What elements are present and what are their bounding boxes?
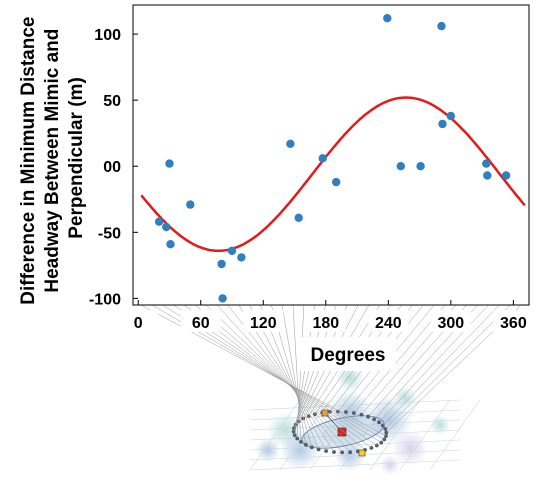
plot-area bbox=[132, 4, 530, 306]
x-tick-label: 240 bbox=[375, 315, 402, 332]
x-tick-label-background bbox=[368, 310, 409, 332]
y-axis-title-line-3: Perpendicular (m) bbox=[66, 77, 87, 239]
data-point bbox=[501, 171, 511, 180]
x-tick-label: 120 bbox=[250, 315, 277, 332]
x-tick-label: 60 bbox=[192, 315, 210, 332]
scene-grid-line bbox=[249, 409, 461, 421]
fan-line bbox=[296, 304, 305, 439]
scene-grid-line bbox=[249, 399, 301, 471]
data-point bbox=[446, 111, 455, 121]
scene-red-marker bbox=[337, 427, 347, 437]
x-tick-label-background bbox=[305, 310, 346, 332]
x-tick-label: 0 bbox=[134, 315, 143, 332]
scene-grid-line bbox=[249, 439, 461, 451]
scene-blob-9 bbox=[256, 438, 280, 462]
fit-curve bbox=[140, 96, 526, 253]
y-tick-label: 100 bbox=[94, 27, 121, 44]
x-tick-label-background bbox=[430, 310, 471, 332]
data-point bbox=[186, 200, 195, 209]
data-point bbox=[166, 240, 175, 249]
y-tick-label: 00 bbox=[103, 159, 121, 176]
fan-line bbox=[205, 304, 358, 452]
data-point bbox=[396, 162, 405, 171]
scene-grid-line bbox=[339, 399, 391, 471]
scene-blob-5 bbox=[280, 430, 320, 470]
diagram-scene-illustration bbox=[249, 364, 481, 475]
data-point bbox=[217, 259, 226, 269]
fan-line bbox=[281, 304, 307, 445]
fan-line bbox=[382, 304, 500, 426]
data-point bbox=[383, 14, 392, 23]
scene-grid-line bbox=[249, 399, 461, 411]
x-tick-label-background bbox=[180, 310, 221, 332]
data-point bbox=[437, 21, 446, 31]
x-tick-label: 300 bbox=[437, 315, 464, 332]
data-point bbox=[294, 213, 303, 222]
data-point bbox=[237, 253, 246, 262]
x-tick-label-background bbox=[493, 310, 534, 332]
scene-grid-line bbox=[429, 399, 481, 471]
data-point bbox=[483, 171, 492, 180]
y-axis-title-line-2: Headway Between Mimic and bbox=[42, 29, 63, 293]
fit-curve-layer bbox=[140, 96, 526, 253]
data-point bbox=[162, 222, 171, 232]
x-axis-title: Degrees bbox=[311, 345, 386, 366]
scene-blob-8 bbox=[380, 455, 400, 475]
scene-blob-10 bbox=[430, 415, 450, 435]
data-point bbox=[286, 139, 295, 148]
x-tick-label-background bbox=[243, 310, 284, 332]
scene-grid-line bbox=[369, 399, 421, 471]
data-point bbox=[165, 159, 174, 168]
scene-blob-7 bbox=[392, 430, 428, 466]
fan-line bbox=[195, 304, 366, 451]
scene-grid-line bbox=[399, 399, 451, 471]
data-point bbox=[438, 119, 447, 129]
data-point bbox=[416, 162, 425, 171]
y-tick-label: 50 bbox=[103, 93, 121, 110]
data-point bbox=[227, 246, 237, 255]
y-axis-title-line-1: Difference in Minimum Distance bbox=[18, 17, 39, 305]
y-tick-label: -50 bbox=[98, 225, 121, 242]
scene-grid-line bbox=[249, 449, 461, 461]
fan-line bbox=[353, 304, 446, 414]
data-point bbox=[332, 177, 341, 187]
data-point bbox=[218, 294, 227, 303]
x-tick-label-background bbox=[118, 310, 159, 332]
y-tick-label: -100 bbox=[89, 291, 121, 308]
fan-line bbox=[216, 304, 351, 453]
x-tick-label: 180 bbox=[312, 315, 339, 332]
y-axis-ticks: -100 -50 00 50 100 bbox=[89, 27, 138, 308]
scene-yellow-marker bbox=[358, 449, 366, 457]
data-point bbox=[154, 217, 164, 226]
y-axis-title: Difference in Minimum Distance Headway B… bbox=[18, 11, 87, 305]
fan-line bbox=[385, 304, 511, 430]
x-tick-label: 360 bbox=[500, 315, 527, 332]
fan-line bbox=[292, 304, 302, 442]
data-point bbox=[482, 159, 491, 168]
data-point bbox=[318, 154, 327, 163]
data-points bbox=[154, 14, 511, 303]
scene-grid-line bbox=[249, 459, 461, 471]
x-axis-ticks: 0 60 120 180 240 300 360 bbox=[118, 300, 534, 332]
x-axis-title-background bbox=[300, 337, 396, 371]
